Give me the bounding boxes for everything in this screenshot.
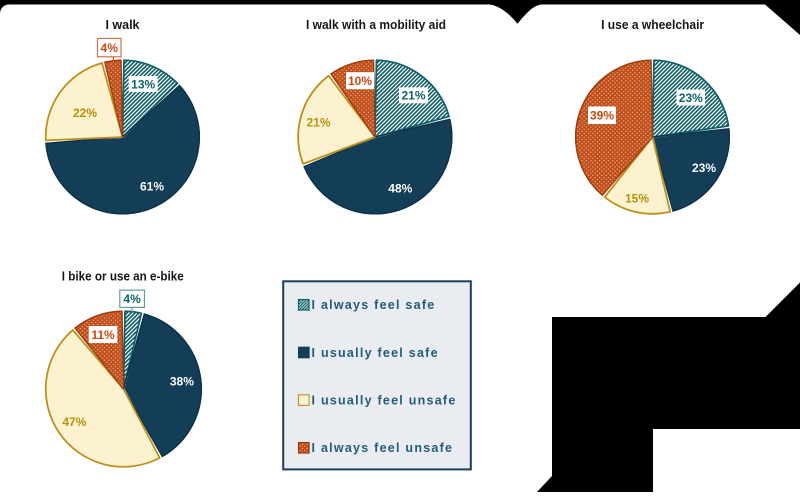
svg-text:I usually feel unsafe: I usually feel unsafe: [312, 393, 457, 407]
svg-text:13%: 13%: [131, 77, 155, 91]
svg-text:47%: 47%: [62, 415, 86, 429]
svg-text:4%: 4%: [123, 292, 141, 306]
svg-text:61%: 61%: [140, 179, 164, 193]
svg-text:38%: 38%: [170, 375, 194, 389]
svg-text:I always feel safe: I always feel safe: [312, 298, 436, 312]
svg-text:15%: 15%: [625, 191, 649, 205]
svg-text:21%: 21%: [401, 89, 425, 103]
svg-text:I walk with a mobility aid: I walk with a mobility aid: [306, 18, 446, 32]
svg-text:22%: 22%: [73, 106, 97, 120]
svg-text:I walk: I walk: [105, 18, 139, 32]
svg-text:4%: 4%: [101, 41, 119, 55]
svg-text:I use a wheelchair: I use a wheelchair: [601, 18, 704, 32]
svg-text:I always feel unsafe: I always feel unsafe: [312, 441, 454, 455]
svg-text:I bike or use an e-bike: I bike or use an e-bike: [62, 269, 184, 283]
svg-text:23%: 23%: [692, 161, 716, 175]
svg-text:10%: 10%: [348, 74, 372, 88]
svg-text:48%: 48%: [388, 182, 412, 196]
svg-text:11%: 11%: [91, 328, 115, 342]
svg-text:23%: 23%: [679, 91, 703, 105]
svg-text:I usually feel safe: I usually feel safe: [312, 346, 439, 360]
svg-text:39%: 39%: [590, 109, 614, 123]
svg-text:21%: 21%: [306, 116, 330, 130]
